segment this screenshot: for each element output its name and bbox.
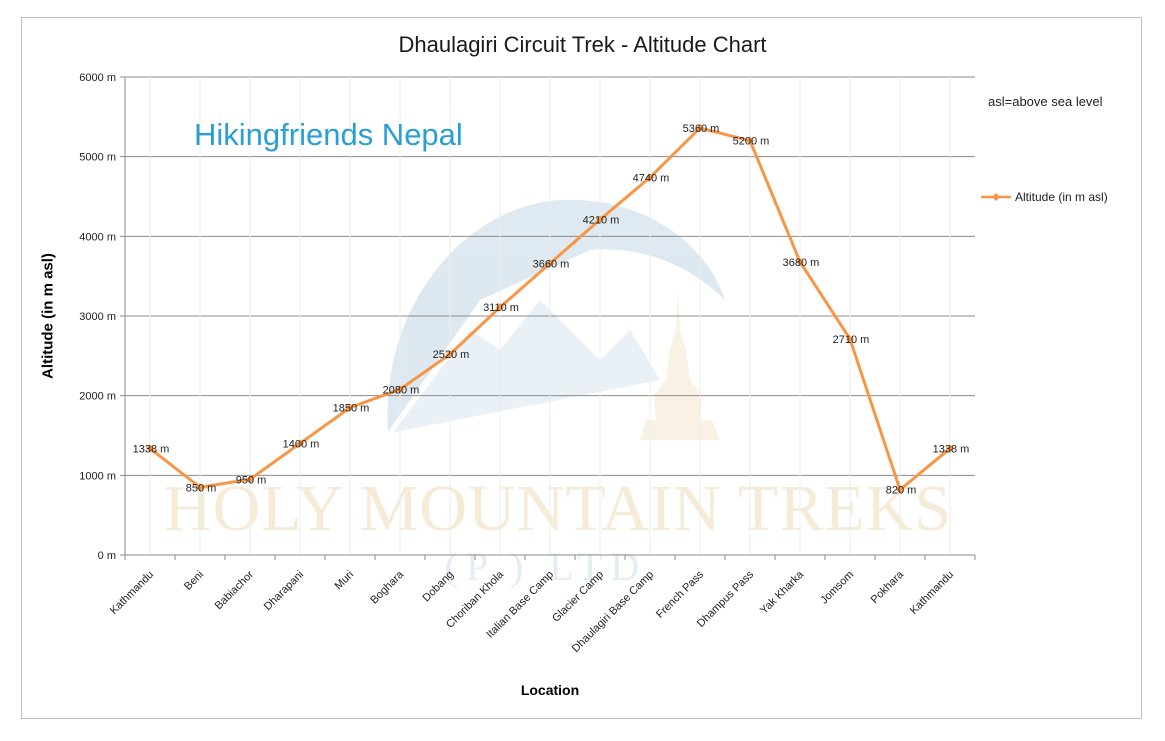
data-point — [196, 483, 204, 492]
data-point — [446, 350, 454, 359]
x-axis-label: Location — [520, 682, 580, 698]
data-label: 850 m — [186, 482, 217, 494]
data-label: 1850 m — [333, 403, 370, 415]
data-point — [896, 485, 904, 494]
y-axis-label: Altitude (in m asl) — [39, 253, 57, 379]
x-tick-label: Babiachor — [213, 568, 257, 612]
data-point — [796, 257, 804, 266]
x-tick-label: Kathmandu — [908, 569, 956, 617]
data-point — [696, 123, 704, 132]
data-label: 1338 m — [933, 443, 970, 455]
asl-note: asl=above sea level — [988, 94, 1103, 109]
legend: Altitude (in m asl) — [981, 190, 1108, 204]
data-label: 5360 m — [683, 123, 720, 135]
x-tick-label: Yak Kharka — [758, 568, 807, 617]
data-label: 4210 m — [583, 215, 620, 227]
watermark-text: HOLY MOUNTAIN TREKS (P.) LTD. — [164, 472, 952, 589]
x-tick-label: Dharapani — [262, 569, 306, 613]
y-tick-label: 0 m — [98, 550, 116, 562]
x-tick-label: Jomsom — [818, 569, 856, 607]
watermark-logo — [387, 199, 725, 440]
data-label: 3110 m — [483, 302, 519, 314]
data-point — [396, 385, 404, 394]
data-point — [596, 215, 604, 224]
data-point — [646, 173, 654, 182]
chart-frame — [21, 17, 1142, 719]
data-label: 1400 m — [283, 438, 320, 450]
legend-line-marker-icon — [981, 193, 1011, 201]
data-label: 3680 m — [783, 257, 820, 269]
data-point — [746, 136, 754, 145]
brand-text: Hikingfriends Nepal — [194, 117, 463, 152]
data-label: 2080 m — [383, 384, 420, 396]
data-point — [846, 335, 854, 344]
data-label: 1338 m — [133, 443, 170, 455]
watermark-line1: HOLY MOUNTAIN TREKS — [164, 472, 952, 545]
y-tick-label: 5000 m — [79, 152, 116, 164]
legend-label: Altitude (in m asl) — [1015, 190, 1108, 204]
y-tick-label: 6000 m — [79, 72, 116, 84]
data-label: 4740 m — [633, 172, 670, 184]
chart-title: Dhaulagiri Circuit Trek - Altitude Chart — [398, 32, 767, 57]
data-point — [946, 444, 954, 453]
x-tick-label: Pokhara — [869, 568, 907, 606]
data-label: 2520 m — [433, 349, 470, 361]
series-altitude — [146, 123, 954, 494]
y-tick-label: 1000 m — [79, 470, 116, 482]
y-tick-label: 2000 m — [79, 391, 116, 403]
watermark-line2: (P.) LTD. — [445, 544, 666, 589]
data-point — [246, 475, 254, 484]
data-label: 2710 m — [833, 334, 870, 346]
data-label: 820 m — [886, 485, 917, 497]
y-tick-label: 4000 m — [79, 231, 116, 243]
x-tick-label: Beni — [182, 569, 206, 593]
data-point — [296, 439, 304, 448]
data-labels: 1338 m 850 m 950 m 1400 m 1850 m 2080 m 2520 m… — [133, 123, 970, 497]
data-label: 3660 m — [533, 258, 570, 270]
data-point — [496, 303, 504, 312]
x-tick-label: Kathmandu — [108, 569, 156, 617]
y-tick-label: 3000 m — [79, 311, 116, 323]
data-label: 5200 m — [733, 136, 770, 148]
x-tick-label: Muri — [333, 569, 357, 593]
data-label: 950 m — [236, 474, 267, 486]
data-point — [346, 403, 354, 412]
data-point — [146, 444, 154, 453]
data-point — [546, 259, 554, 268]
x-tick-label: Boghara — [368, 568, 407, 607]
